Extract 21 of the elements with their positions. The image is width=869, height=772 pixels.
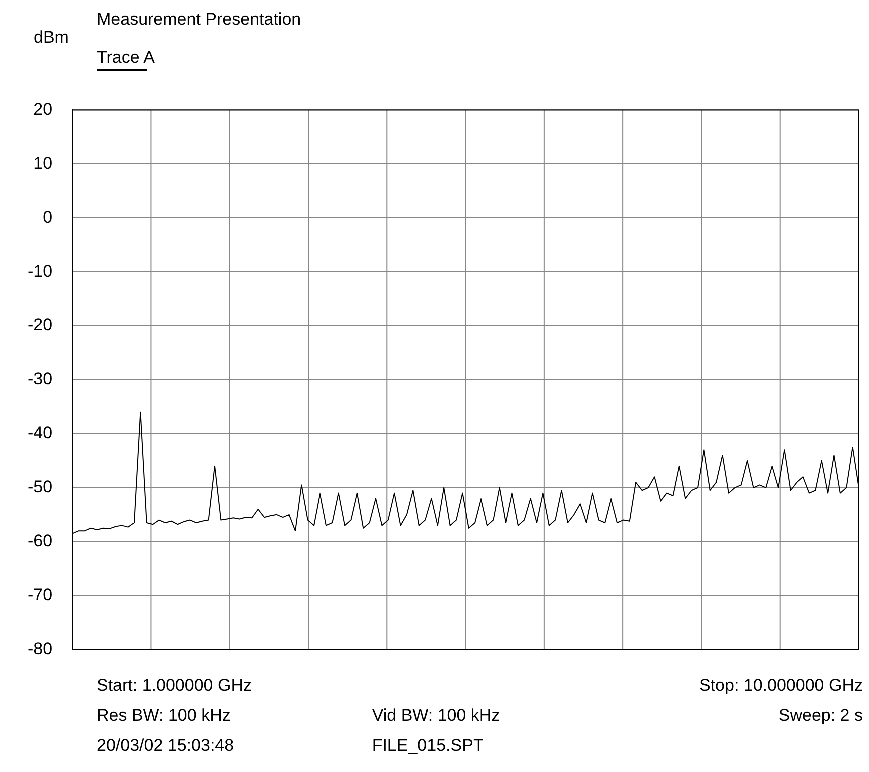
y-tick-label: -50	[28, 478, 53, 497]
y-tick-label: -40	[28, 424, 53, 443]
y-tick-label: -20	[28, 316, 53, 335]
text: FILE_015.SPT	[371, 736, 485, 756]
text: Res BW: 100 kHz	[97, 706, 232, 726]
text: Start: 1.000000 GHz	[97, 676, 253, 696]
y-tick-label: -30	[28, 370, 53, 389]
y-tick-label: 20	[34, 100, 53, 119]
text: Stop: 10.000000 GHz	[698, 676, 863, 696]
chart-title: Measurement Presentation	[97, 10, 302, 30]
y-tick-label: 0	[43, 208, 53, 227]
y-axis-title: dBm	[34, 28, 69, 48]
text: 20/03/02 15:03:48	[97, 736, 236, 756]
text: Vid BW: 100 kHz	[371, 706, 502, 726]
y-tick-label: -70	[28, 586, 53, 605]
text: Trace A	[97, 48, 155, 68]
y-tick-label: -10	[28, 262, 53, 281]
y-tick-label: 10	[34, 154, 53, 173]
y-tick-label: -60	[28, 532, 53, 551]
text: Sweep: 2 s	[778, 706, 863, 726]
y-tick-label: -80	[28, 639, 53, 658]
